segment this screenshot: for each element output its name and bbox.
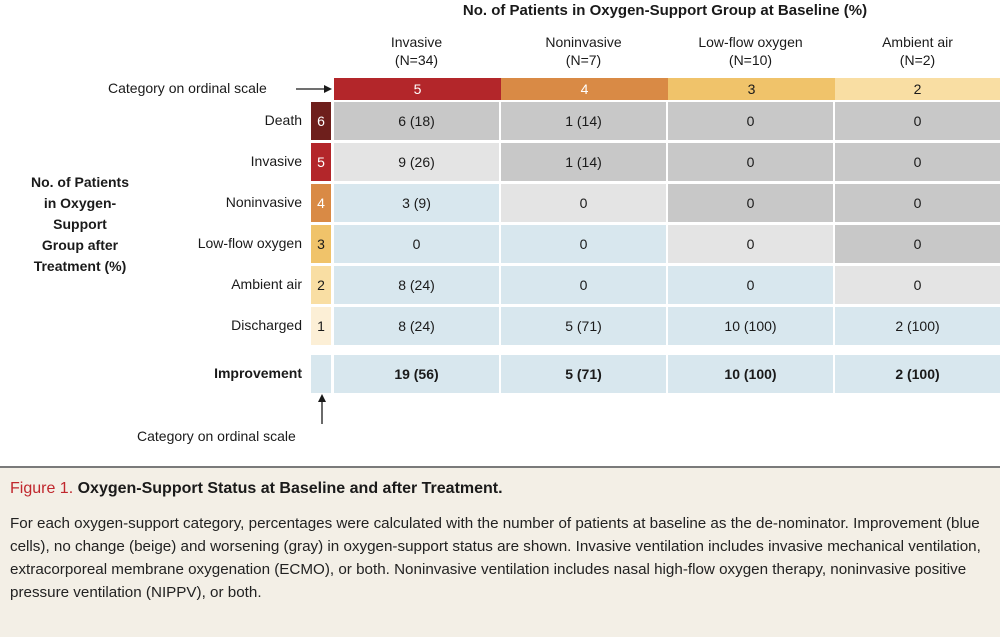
arrow-up-icon <box>318 394 326 424</box>
column-header: Low-flow oxygen (N=10) <box>668 33 833 69</box>
table-cell: 0 <box>835 143 1000 181</box>
caption-body: For each oxygen-support category, percen… <box>10 515 981 601</box>
column-header: Invasive (N=34) <box>334 33 499 69</box>
column-header: Ambient air (N=2) <box>835 33 1000 69</box>
improvement-cell: 19 (56) <box>334 355 499 393</box>
row-label: Discharged <box>231 317 302 333</box>
table-cell: 0 <box>501 266 666 304</box>
baseline-category-cell: 3 <box>668 78 835 100</box>
table-cell: 8 (24) <box>334 307 499 345</box>
baseline-category-cell: 4 <box>501 78 668 100</box>
figure-label: Figure 1. <box>10 480 74 497</box>
table-cell: 0 <box>835 184 1000 222</box>
column-header-label: Ambient air <box>882 34 953 50</box>
row-category-badge: 6 <box>311 102 331 140</box>
column-header: Noninvasive (N=7) <box>501 33 666 69</box>
table-cell: 8 (24) <box>334 266 499 304</box>
row-axis-title-line: Treatment (%) <box>33 258 127 274</box>
table-cell: 0 <box>334 225 499 263</box>
row-category-badge: 4 <box>311 184 331 222</box>
category-label-top-text: Category on ordinal scale <box>108 80 267 96</box>
table-cell: 1 (14) <box>501 143 666 181</box>
caption-title: Oxygen-Support Status at Baseline and af… <box>77 480 503 497</box>
table-cell: 5 (71) <box>501 307 666 345</box>
table-cell: 3 (9) <box>334 184 499 222</box>
table-cell: 0 <box>835 266 1000 304</box>
row-axis-title-line: in Oxygen-Support <box>43 195 117 232</box>
column-header-n: (N=34) <box>394 52 439 68</box>
row-category-badge: 3 <box>311 225 331 263</box>
category-label-bottom: Category on ordinal scale <box>137 428 296 444</box>
row-label: Low-flow oxygen <box>197 235 302 251</box>
column-header-label: Low-flow oxygen <box>698 34 803 50</box>
table-cell: 0 <box>501 184 666 222</box>
figure-caption: Figure 1. Oxygen-Support Status at Basel… <box>0 466 1000 637</box>
improvement-cell: 2 (100) <box>835 355 1000 393</box>
row-label: Death <box>264 112 302 128</box>
table-cell: 9 (26) <box>334 143 499 181</box>
caption-heading: Figure 1. Oxygen-Support Status at Basel… <box>10 480 503 498</box>
table-cell: 10 (100) <box>668 307 833 345</box>
row-label: Noninvasive <box>225 194 302 210</box>
column-header-label: Invasive <box>390 34 443 50</box>
baseline-category-cell: 5 <box>334 78 501 100</box>
row-axis-title-line: Group after <box>41 237 119 253</box>
row-label: Invasive <box>250 153 302 169</box>
category-label-top: Category on ordinal scale <box>108 80 267 96</box>
table-cell: 0 <box>501 225 666 263</box>
row-axis-title: No. of Patients in Oxygen-Support Group … <box>18 172 142 277</box>
column-header-n: (N=10) <box>728 52 773 68</box>
improvement-cell: 10 (100) <box>668 355 833 393</box>
table-cell: 2 (100) <box>835 307 1000 345</box>
table-title: No. of Patients in Oxygen-Support Group … <box>462 2 868 19</box>
table-cell: 0 <box>835 225 1000 263</box>
baseline-category-cell: 2 <box>835 78 1000 100</box>
arrow-right-icon <box>296 85 332 93</box>
table-cell: 0 <box>668 266 833 304</box>
table-cell: 1 (14) <box>501 102 666 140</box>
column-header-n: (N=2) <box>899 52 936 68</box>
row-axis-title-line: No. of Patients <box>30 174 129 190</box>
table-cell: 0 <box>668 184 833 222</box>
row-category-badge: 1 <box>311 307 331 345</box>
table-cell: 0 <box>835 102 1000 140</box>
improvement-label: Improvement <box>214 365 302 381</box>
table-cell: 6 (18) <box>334 102 499 140</box>
column-header-label: Noninvasive <box>545 34 622 50</box>
improvement-cell: 5 (71) <box>501 355 666 393</box>
row-category-badge: 5 <box>311 143 331 181</box>
table-cell: 0 <box>668 143 833 181</box>
row-category-badge: 2 <box>311 266 331 304</box>
table-cell: 0 <box>668 102 833 140</box>
row-label: Ambient air <box>231 276 302 292</box>
improvement-badge-spacer <box>311 355 331 393</box>
column-header-n: (N=7) <box>565 52 602 68</box>
table-cell: 0 <box>668 225 833 263</box>
